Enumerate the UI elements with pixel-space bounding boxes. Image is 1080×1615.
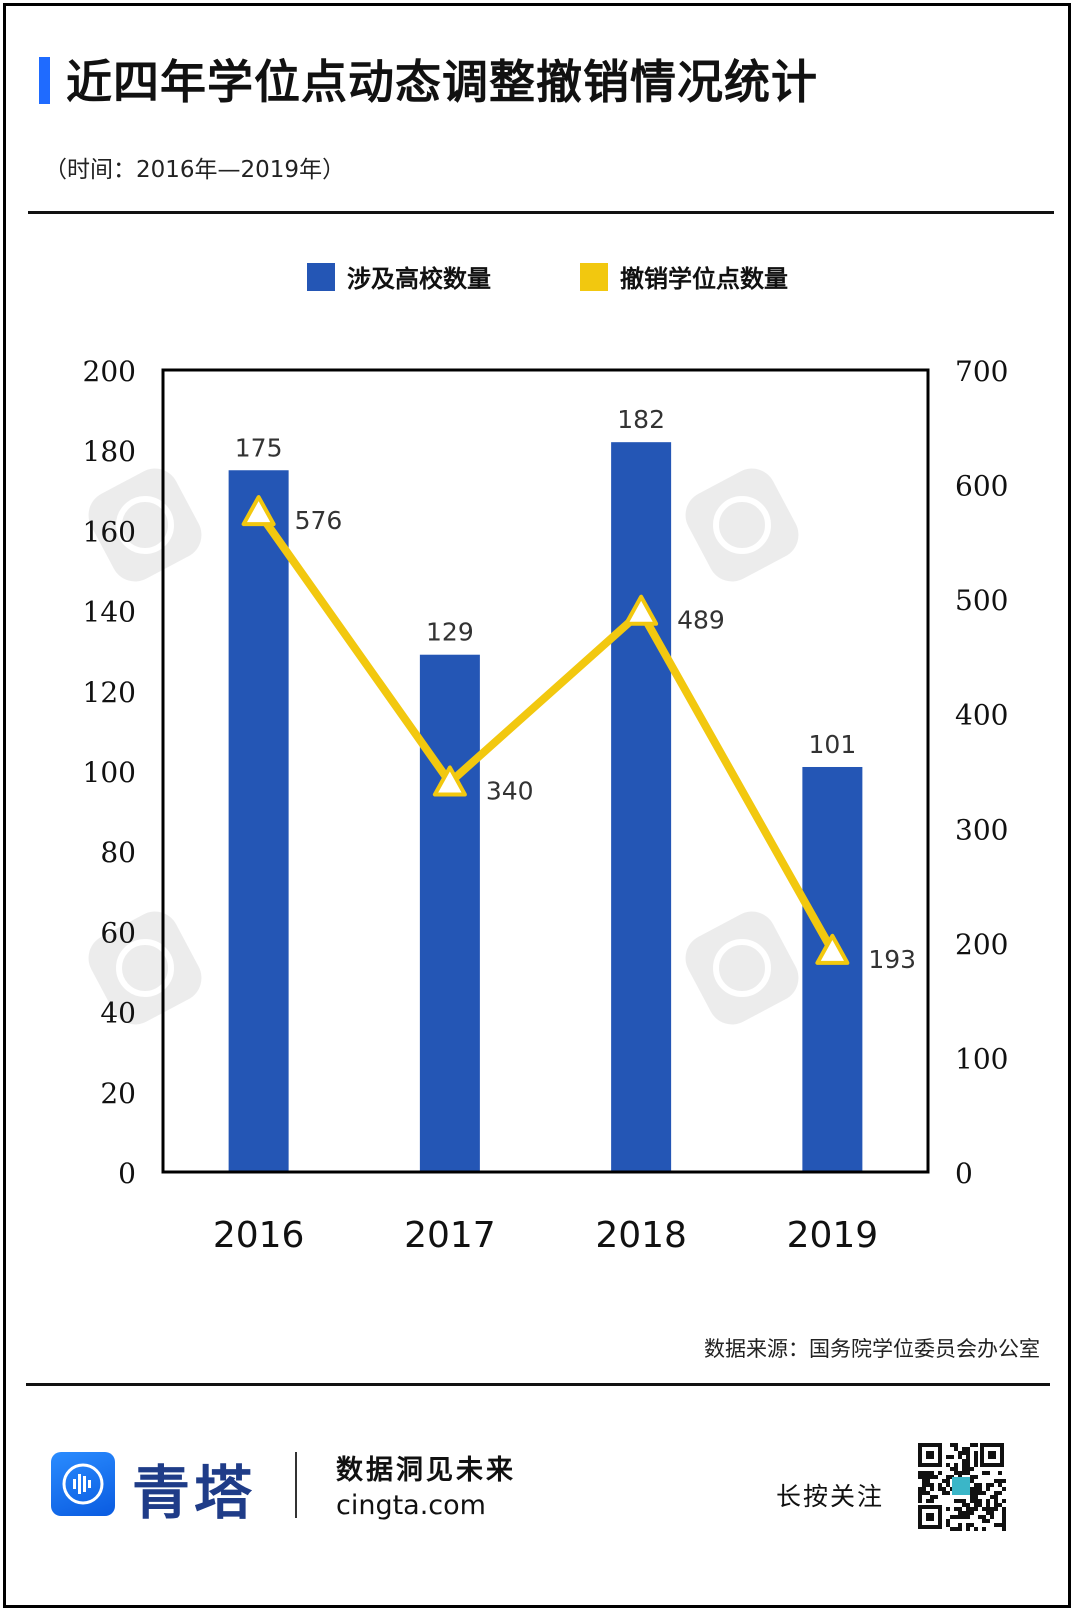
line-marker-2017	[432, 765, 467, 797]
legend-item-revoked: 撤销学位点数量	[580, 259, 788, 294]
brand-slogan: 数据洞见未来	[336, 1455, 516, 1486]
x-axis-tick-label-2016: 2016	[213, 1215, 305, 1256]
right-axis-tick-label: 200	[955, 928, 1008, 961]
page-frame	[3, 3, 1071, 1608]
right-axis-tick-label: 600	[955, 470, 1008, 503]
follow-prompt: 长按关注	[776, 1482, 885, 1511]
left-axis-tick-label: 120	[83, 676, 136, 709]
x-axis-tick-label-2019: 2019	[787, 1215, 879, 1256]
right-axis-tick-label: 400	[955, 699, 1008, 732]
bottom-divider	[26, 1383, 1050, 1386]
data-source: 数据来源：国务院学位委员会办公室	[704, 1337, 1040, 1361]
left-axis-tick-label: 40	[100, 997, 136, 1030]
bar-value-label-2017: 129	[426, 618, 474, 647]
line-revoked-degree-points	[255, 509, 836, 953]
line-value-label-2019: 193	[868, 945, 916, 974]
line-value-label-2018: 489	[677, 606, 725, 635]
line-marker-2019	[815, 933, 850, 965]
left-axis-tick-label: 160	[83, 515, 136, 548]
bar-value-label-2016: 175	[235, 433, 283, 462]
watermark-logo-icon	[685, 911, 799, 1025]
qr-code-icon[interactable]	[916, 1441, 1006, 1531]
line-value-label-2017: 340	[486, 776, 534, 805]
line-marker-2016	[241, 495, 276, 527]
legend-item-schools: 涉及高校数量	[307, 259, 491, 294]
legend-label-schools: 涉及高校数量	[347, 265, 491, 293]
legend-swatch-line	[580, 262, 608, 291]
bar-value-label-2018: 182	[617, 405, 665, 434]
brand-name: 青塔	[132, 1459, 257, 1527]
left-axis-tick-label: 60	[100, 916, 136, 949]
brand-divider	[295, 1452, 297, 1518]
right-axis-tick-label: 100	[955, 1042, 1008, 1075]
left-axis-tick-label: 0	[118, 1157, 136, 1190]
bar-2017	[419, 654, 480, 1172]
page-subtitle: （时间：2016年—2019年）	[44, 157, 346, 183]
bar-2016	[228, 470, 289, 1172]
left-axis-tick-label: 100	[83, 756, 136, 789]
right-axis-tick-label: 0	[955, 1157, 973, 1190]
bar-2018	[611, 442, 672, 1172]
title-accent-bar	[39, 57, 50, 104]
x-axis-tick-label-2018: 2018	[595, 1215, 687, 1256]
watermark-logo-icon	[88, 911, 202, 1025]
left-axis-tick-label: 80	[100, 836, 136, 869]
bar-2019	[802, 766, 863, 1172]
plot-area-border	[161, 368, 930, 1174]
left-axis-tick-label: 20	[100, 1077, 136, 1110]
brand-url: cingta.com	[336, 1490, 486, 1521]
page-title: 近四年学位点动态调整撤销情况统计	[66, 55, 818, 109]
left-axis-tick-label: 180	[83, 435, 136, 468]
right-axis-tick-label: 700	[955, 355, 1008, 388]
right-axis-tick-label: 300	[955, 813, 1008, 846]
left-axis-tick-label: 200	[83, 355, 136, 388]
chart-legend: 涉及高校数量 撤销学位点数量	[0, 259, 1080, 293]
sound-wave-icon	[51, 1452, 115, 1516]
top-divider	[28, 211, 1054, 214]
watermark-logo-icon	[685, 468, 799, 582]
legend-label-revoked: 撤销学位点数量	[620, 265, 788, 293]
watermark-logo-icon	[88, 468, 202, 582]
line-value-label-2016: 576	[295, 506, 343, 535]
line-marker-2018	[624, 594, 659, 626]
left-axis-tick-label: 140	[83, 596, 136, 629]
legend-swatch-bar	[307, 262, 335, 291]
right-axis-tick-label: 500	[955, 584, 1008, 617]
bar-value-label-2019: 101	[809, 730, 857, 759]
watermarks	[88, 468, 799, 1025]
combo-chart: 0 20 40 60 80 100 120 140 160 180 200 0 100 200 300 40…	[83, 355, 1009, 1256]
x-axis-tick-label-2017: 2017	[404, 1215, 496, 1256]
